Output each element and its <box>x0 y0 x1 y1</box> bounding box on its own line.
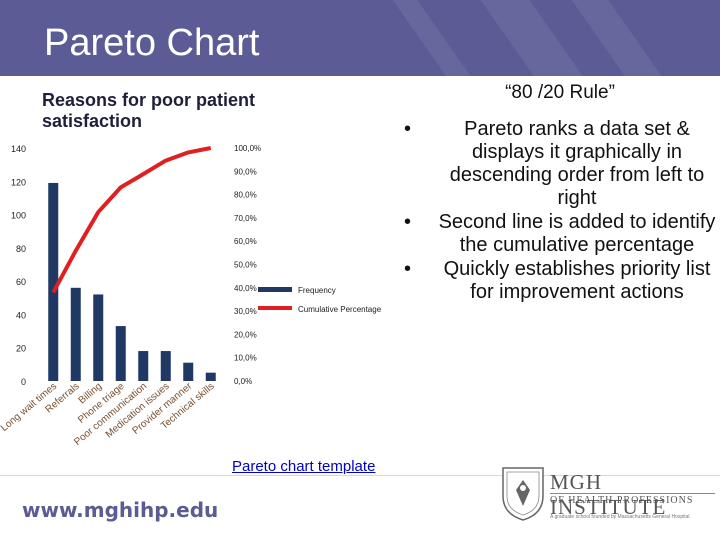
pareto-template-link[interactable]: Pareto chart template <box>232 458 376 475</box>
bar-poor-communication <box>138 351 149 381</box>
bullet-icon: • <box>404 118 412 140</box>
chart-title: Reasons for poor patient satisfaction <box>42 90 256 131</box>
y-axis-right-tick-label: 0,0% <box>234 377 252 386</box>
y-axis-left-tick-label: 120 <box>11 177 26 187</box>
y-axis-right-tick-label: 100,0% <box>234 144 261 153</box>
slide-title: Pareto Chart <box>44 22 260 64</box>
y-axis-left-tick-label: 20 <box>16 344 26 354</box>
header-decoration <box>380 0 500 76</box>
cumulative-percentage-line <box>51 146 212 294</box>
bar-technical-skills <box>205 372 216 381</box>
bullet-item: • Quickly establishes priority list for … <box>402 258 720 304</box>
y-axis-right-tick-label: 70,0% <box>234 214 257 223</box>
y-axis-right-tick-label: 90,0% <box>234 167 257 176</box>
legend-label-cumulative: Cumulative Percentage <box>298 305 382 314</box>
y-axis-right-tick-label: 50,0% <box>234 261 257 270</box>
y-axis-right-tick-label: 40,0% <box>234 284 257 293</box>
bullet-item: • Second line is added to identify the c… <box>402 211 720 257</box>
header-decoration <box>561 0 689 76</box>
legend-swatch-cumulative <box>258 306 292 310</box>
rule-heading: “80 /20 Rule” <box>505 82 615 103</box>
legend-swatch-frequency <box>258 287 292 292</box>
logo-tagline: A graduate school founded by Massachuset… <box>550 514 690 520</box>
bullet-text: Second line is added to identify the cum… <box>438 211 716 256</box>
institute-logo: MGH INSTITUTE OF HEALTH PROFESSIONS A gr… <box>498 462 718 530</box>
y-axis-left-tick-label: 0 <box>21 377 26 387</box>
logo-name: MGH INSTITUTE <box>550 470 667 519</box>
legend-label-frequency: Frequency <box>298 286 336 295</box>
logo-subtitle: OF HEALTH PROFESSIONS <box>550 495 694 506</box>
bullet-text: Quickly establishes priority list for im… <box>443 258 711 303</box>
y-axis-right-tick-label: 60,0% <box>234 237 257 246</box>
y-axis-left-tick-label: 60 <box>16 277 26 287</box>
y-axis-left-tick-label: 100 <box>11 211 26 221</box>
y-axis-left-tick-label: 80 <box>16 244 26 254</box>
bullet-text: Pareto ranks a data set & displays it gr… <box>449 118 705 209</box>
footer-divider <box>0 475 720 476</box>
y-axis-right-tick-label: 80,0% <box>234 191 257 200</box>
bullet-item: • Pareto ranks a data set & displays it … <box>402 118 720 210</box>
y-axis-right-tick-label: 10,0% <box>234 354 257 363</box>
y-axis-left-tick-label: 40 <box>16 310 26 320</box>
y-axis-right-tick-label: 20,0% <box>234 330 257 339</box>
bullet-icon: • <box>404 258 412 280</box>
seal-icon <box>502 467 544 521</box>
bullet-list: • Pareto ranks a data set & displays it … <box>402 118 720 305</box>
bar-billing <box>93 294 104 381</box>
y-axis-right-tick-label: 30,0% <box>234 307 257 316</box>
website-url[interactable]: www.mghihp.edu <box>22 498 219 522</box>
bar-referrals <box>70 287 81 381</box>
bar-long-wait-times <box>48 182 59 381</box>
bar-phone-triage <box>115 326 126 381</box>
slide-header <box>0 0 720 76</box>
bar-medication-issues <box>160 351 171 381</box>
pareto-chart: 0 20 40 60 80 100 120 140 0,0% 10,0% 20,0% 30,0% 40,… <box>0 144 382 448</box>
logo-divider <box>550 493 715 494</box>
y-axis-left-tick-label: 140 <box>11 144 26 154</box>
bar-provider-manner <box>183 362 194 381</box>
bullet-icon: • <box>404 211 412 233</box>
